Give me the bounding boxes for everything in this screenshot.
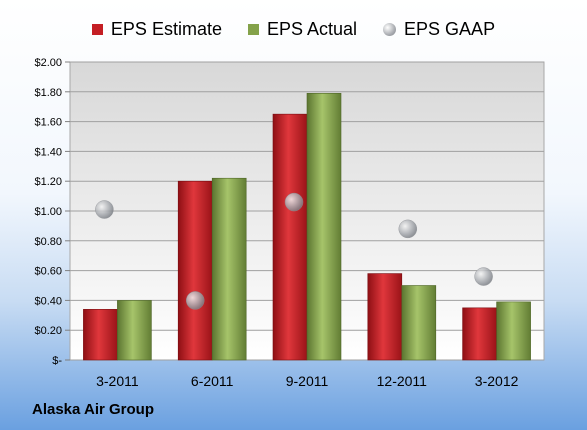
marker-eps-gaap — [95, 200, 114, 219]
bar-eps-estimate — [367, 273, 403, 361]
bar-eps-estimate — [272, 113, 308, 361]
legend: EPS Estimate EPS Actual EPS GAAP — [0, 15, 587, 43]
legend-swatch-estimate — [91, 23, 103, 35]
legend-swatch-gaap — [383, 22, 397, 36]
marker-eps-gaap — [185, 291, 205, 310]
marker-eps-gaap — [284, 192, 304, 212]
y-tick-label: $0.80 — [34, 236, 62, 248]
bar-eps-actual — [401, 285, 437, 361]
legend-item-estimate: EPS Estimate — [91, 18, 222, 40]
marker-eps-gaap — [398, 219, 418, 239]
x-tick-label: 9-2011 — [286, 373, 329, 389]
y-tick-label: $1.00 — [34, 206, 62, 218]
bar-eps-actual — [496, 301, 531, 361]
y-tick-label: $0.40 — [34, 295, 62, 307]
bar-eps-actual — [306, 92, 342, 361]
company-label: Alaska Air Group — [32, 401, 154, 418]
y-tick-label: $0.60 — [34, 266, 62, 278]
y-tick-label: $1.40 — [34, 146, 62, 158]
y-tick-label: $1.20 — [34, 176, 62, 188]
bar-eps-estimate — [462, 307, 497, 361]
x-tick-label: 3-2012 — [475, 373, 519, 389]
y-tick-label: $0.20 — [34, 325, 62, 337]
bar-eps-estimate — [83, 309, 118, 361]
y-tick-label: $1.60 — [34, 117, 62, 129]
marker-eps-gaap — [474, 267, 493, 286]
legend-label-gaap: EPS GAAP — [404, 18, 496, 39]
y-tick-label: $- — [52, 355, 62, 367]
bar-eps-actual — [211, 177, 247, 361]
legend-item-actual: EPS Actual — [247, 18, 358, 40]
y-tick-label: $1.80 — [34, 87, 62, 99]
bar-eps-actual — [117, 300, 152, 361]
y-tick-label: $2.00 — [34, 57, 62, 69]
legend-label-estimate: EPS Estimate — [110, 18, 222, 39]
legend-swatch-actual — [247, 23, 259, 35]
x-tick-label: 3-2011 — [96, 373, 139, 389]
x-tick-label: 6-2011 — [191, 373, 234, 389]
legend-label-actual: EPS Actual — [266, 18, 358, 39]
legend-item-gaap: EPS GAAP — [383, 19, 495, 40]
bar-eps-estimate — [177, 180, 213, 361]
x-tick-label: 12-2011 — [377, 373, 428, 389]
